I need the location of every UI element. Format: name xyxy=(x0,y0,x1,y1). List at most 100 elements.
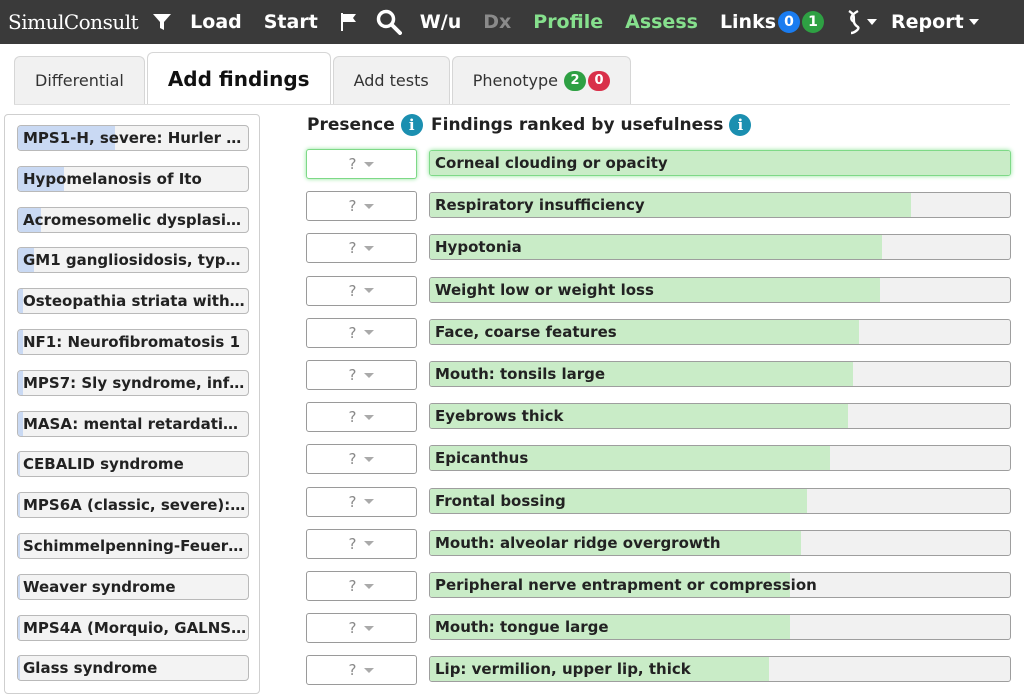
probability-bar xyxy=(18,166,64,191)
finding-row[interactable]: Corneal clouding or opacity xyxy=(429,150,1011,176)
finding-row[interactable]: Mouth: tongue large xyxy=(429,614,1011,641)
tab-add-tests[interactable]: Add tests xyxy=(332,56,450,104)
presence-select[interactable]: ? xyxy=(306,613,417,644)
info-icon[interactable]: i xyxy=(400,114,423,136)
differential-item[interactable]: Schimmelpenning-Feuerst... xyxy=(17,533,249,559)
probability-bar xyxy=(18,126,115,150)
differential-item[interactable]: MPS7: Sly syndrome, infa... xyxy=(17,369,249,396)
finding-row[interactable]: Lip: vermilion, upper lip, thick xyxy=(429,656,1011,683)
presence-select[interactable]: ? xyxy=(306,655,417,686)
presence-select[interactable]: ? xyxy=(306,360,417,390)
differential-item[interactable]: MPS1-H, severe: Hurler sy... xyxy=(17,125,249,151)
chevron-down-icon xyxy=(364,330,375,336)
differential-item[interactable]: Weaver syndrome xyxy=(17,573,249,600)
usefulness-bar xyxy=(430,404,848,429)
chevron-down-icon xyxy=(364,625,375,631)
usefulness-bar xyxy=(430,319,860,344)
presence-value: ? xyxy=(348,155,357,173)
differential-item-label: Schimmelpenning-Feuerst... xyxy=(23,537,248,555)
tab-phenotype[interactable]: Phenotype 2 0 xyxy=(451,56,632,104)
differential-item[interactable]: Glass syndrome xyxy=(17,655,249,682)
presence-value: ? xyxy=(348,577,357,595)
differential-item-label: Glass syndrome xyxy=(23,659,158,678)
presence-value: ? xyxy=(348,281,357,300)
chevron-down-icon xyxy=(364,288,375,294)
findings-header-label: Findings ranked by usefulness xyxy=(431,115,724,135)
nav-links[interactable]: Links 0 1 xyxy=(719,11,825,33)
finding-row[interactable]: Epicanthus xyxy=(429,445,1011,472)
finding-label: Weight low or weight loss xyxy=(435,280,654,299)
tab-differential[interactable]: Differential xyxy=(14,56,145,104)
probability-bar xyxy=(18,289,23,314)
presence-select[interactable]: ? xyxy=(306,571,417,601)
nav-load[interactable]: Load xyxy=(190,11,242,33)
finding-label: Mouth: tonsils large xyxy=(435,365,606,383)
probability-bar xyxy=(18,534,21,558)
finding-row[interactable]: Weight low or weight loss xyxy=(429,276,1011,303)
nav-start[interactable]: Start xyxy=(263,11,318,33)
presence-select[interactable]: ? xyxy=(306,233,417,264)
presence-select[interactable]: ? xyxy=(306,444,417,475)
finding-label: Frontal bossing xyxy=(435,491,566,510)
differential-item-label: Acromesomelic dysplasia ... xyxy=(23,210,248,229)
presence-value: ? xyxy=(348,239,357,258)
nav-report[interactable]: Report xyxy=(891,11,979,33)
differential-item-label: MPS7: Sly syndrome, infa... xyxy=(23,373,248,392)
brand-logo[interactable]: SimulConsult xyxy=(8,10,139,34)
presence-value: ? xyxy=(348,619,357,638)
finding-row[interactable]: Respiratory insufficiency xyxy=(429,192,1011,219)
presence-value: ? xyxy=(348,366,357,384)
finding-row[interactable]: Mouth: tonsils large xyxy=(429,361,1011,387)
presence-select[interactable]: ? xyxy=(306,486,417,517)
presence-select[interactable]: ? xyxy=(306,402,417,433)
finding-row[interactable]: Peripheral nerve entrapment or compressi… xyxy=(429,572,1011,598)
differential-item[interactable]: Osteopathia striata with c... xyxy=(17,288,249,315)
differential-item[interactable]: CEBALID syndrome xyxy=(17,451,249,478)
presence-select[interactable]: ? xyxy=(306,149,417,179)
usefulness-bar xyxy=(430,193,912,218)
presence-header: Presence i xyxy=(307,114,423,136)
finding-row[interactable]: Mouth: alveolar ridge overgrowth xyxy=(429,529,1011,556)
finding-row[interactable]: Hypotonia xyxy=(429,234,1011,261)
differential-item-label: MPS4A (Morquio, GALNS... xyxy=(23,618,248,637)
nav-wu[interactable]: W/u xyxy=(419,11,462,33)
differential-item[interactable]: MASA: mental retardation... xyxy=(17,410,249,437)
presence-select[interactable]: ? xyxy=(306,191,417,222)
presence-value: ? xyxy=(348,197,357,216)
report-caret-icon xyxy=(968,19,979,25)
finding-row[interactable]: Eyebrows thick xyxy=(429,403,1011,430)
differential-item[interactable]: MPS4A (Morquio, GALNS... xyxy=(17,614,249,641)
finding-row[interactable]: Frontal bossing xyxy=(429,487,1011,514)
phenotype-badge-red: 0 xyxy=(588,70,611,91)
probability-bar xyxy=(18,656,21,681)
finding-label: Epicanthus xyxy=(435,449,529,468)
dna-icon[interactable] xyxy=(846,9,878,35)
differential-item[interactable]: MPS6A (classic, severe): ... xyxy=(17,492,249,519)
usefulness-bar xyxy=(430,277,880,302)
chevron-down-icon xyxy=(364,161,375,167)
finding-row[interactable]: Face, coarse features xyxy=(429,318,1011,345)
differential-item-label: GM1 gangliosidosis, type ... xyxy=(23,251,248,270)
filter-icon[interactable] xyxy=(152,12,172,32)
info-icon[interactable]: i xyxy=(729,114,752,136)
differential-item[interactable]: NF1: Neurofibromatosis 1 xyxy=(17,329,249,355)
flag-icon[interactable] xyxy=(340,12,358,32)
presence-select[interactable]: ? xyxy=(306,528,417,559)
differential-item[interactable]: Hypomelanosis of Ito xyxy=(17,165,249,192)
links-badge-blue: 0 xyxy=(778,11,801,33)
nav-links-label: Links xyxy=(719,11,777,33)
presence-value: ? xyxy=(348,534,357,553)
differential-item[interactable]: GM1 gangliosidosis, type ... xyxy=(17,247,249,274)
nav-assess[interactable]: Assess xyxy=(625,11,698,33)
differential-item[interactable]: Acromesomelic dysplasia ... xyxy=(17,206,249,233)
nav-profile[interactable]: Profile xyxy=(533,11,604,33)
presence-value: ? xyxy=(348,492,357,511)
probability-bar xyxy=(18,248,35,273)
presence-select[interactable]: ? xyxy=(306,275,417,306)
differential-item-label: MPS1-H, severe: Hurler sy... xyxy=(23,129,248,147)
presence-select[interactable]: ? xyxy=(306,317,417,348)
finding-label: Mouth: tongue large xyxy=(435,618,609,637)
tab-add-findings[interactable]: Add findings xyxy=(146,52,331,104)
differential-item-label: MPS6A (classic, severe): ... xyxy=(23,496,248,515)
search-icon[interactable] xyxy=(376,9,402,35)
